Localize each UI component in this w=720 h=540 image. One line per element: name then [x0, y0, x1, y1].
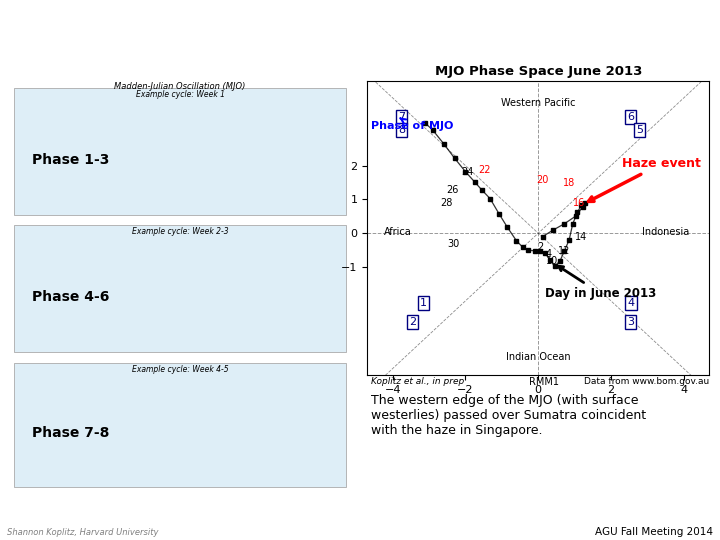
Text: Africa: Africa: [384, 227, 412, 237]
Text: 22: 22: [478, 165, 490, 174]
Text: Phase of MJO: Phase of MJO: [371, 118, 453, 131]
Text: 4: 4: [546, 248, 552, 259]
Text: 24: 24: [461, 167, 474, 177]
Text: 14: 14: [575, 232, 588, 242]
Title: MJO Phase Space June 2013: MJO Phase Space June 2013: [434, 65, 642, 78]
Text: 28: 28: [441, 199, 453, 208]
Text: 2: 2: [409, 317, 416, 327]
Text: MJO phases during June 2013 may have promoted surface
westerlies over Sumatra.: MJO phases during June 2013 may have pro…: [0, 11, 720, 67]
Text: 6: 6: [627, 112, 634, 122]
Text: 1: 1: [420, 298, 427, 308]
Text: 4: 4: [627, 298, 634, 308]
Text: Data from www.bom.gov.au: Data from www.bom.gov.au: [584, 377, 709, 386]
Text: 2: 2: [537, 242, 543, 252]
Text: 7: 7: [398, 112, 405, 122]
Text: Koplitz et al., in prep: Koplitz et al., in prep: [371, 377, 464, 386]
Text: The western edge of the MJO (with surface
westerlies) passed over Sumatra coinci: The western edge of the MJO (with surfac…: [371, 394, 646, 437]
Text: 8: 8: [398, 125, 405, 135]
FancyBboxPatch shape: [14, 88, 346, 215]
Text: 12: 12: [558, 246, 570, 256]
Text: Shannon Koplitz, Harvard University: Shannon Koplitz, Harvard University: [7, 528, 158, 537]
Text: 26: 26: [446, 185, 459, 195]
Text: 16: 16: [573, 199, 585, 208]
Text: 20: 20: [536, 175, 549, 185]
Text: Western Pacific: Western Pacific: [501, 98, 575, 108]
Text: Example cycle: Week 1: Example cycle: Week 1: [135, 90, 225, 99]
Text: RMM1: RMM1: [528, 377, 559, 387]
Text: Phase 7-8: Phase 7-8: [32, 426, 109, 440]
Text: Example cycle: Week 2-3: Example cycle: Week 2-3: [132, 227, 228, 237]
FancyBboxPatch shape: [14, 362, 346, 487]
Text: 3: 3: [627, 317, 634, 327]
Text: 10: 10: [546, 256, 558, 266]
Text: 30: 30: [448, 239, 460, 249]
Text: Phase 1-3: Phase 1-3: [32, 153, 109, 167]
Text: Madden-Julian Oscillation (MJO): Madden-Julian Oscillation (MJO): [114, 82, 246, 91]
Text: Phase 4-6: Phase 4-6: [32, 290, 109, 304]
Text: Example cycle: Week 4-5: Example cycle: Week 4-5: [132, 364, 228, 374]
FancyBboxPatch shape: [14, 225, 346, 352]
Text: Indian Ocean: Indian Ocean: [506, 352, 570, 362]
Text: Indonesia: Indonesia: [642, 227, 689, 237]
Text: Haze event: Haze event: [588, 157, 701, 201]
Text: 5: 5: [636, 125, 643, 135]
Text: 18: 18: [563, 178, 575, 188]
Text: Day in June 2013: Day in June 2013: [545, 266, 656, 300]
Text: AGU Fall Meeting 2014: AGU Fall Meeting 2014: [595, 527, 713, 537]
